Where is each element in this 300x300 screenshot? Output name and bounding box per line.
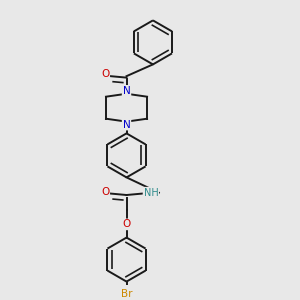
Text: O: O <box>122 219 130 230</box>
Text: O: O <box>101 187 109 197</box>
Text: N: N <box>123 120 130 130</box>
Text: Br: Br <box>121 289 132 299</box>
Text: O: O <box>101 69 109 79</box>
Text: N: N <box>123 86 130 96</box>
Text: NH: NH <box>143 188 158 198</box>
